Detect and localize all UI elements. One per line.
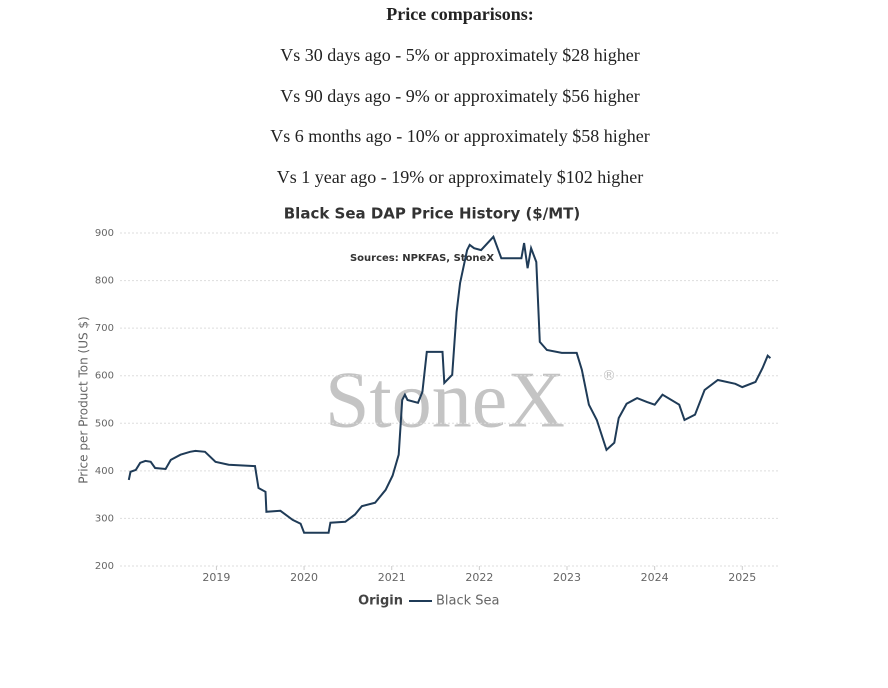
legend-label: Black Sea: [436, 594, 500, 609]
y-tick-label: 200: [95, 561, 114, 572]
y-tick-label: 400: [95, 466, 114, 477]
y-tick-label: 500: [95, 418, 114, 429]
comparison-line: Vs 1 year ago - 19% or approximately $10…: [276, 167, 644, 187]
x-tick-label: 2022: [465, 571, 493, 584]
x-tick-label: 2019: [202, 571, 230, 584]
y-tick-label: 800: [95, 276, 114, 287]
x-tick-label: 2021: [378, 571, 406, 584]
data-line: [127, 234, 772, 534]
x-tick-label: 2024: [641, 571, 669, 584]
x-tick-label: 2025: [728, 571, 756, 584]
x-tick-label: 2023: [553, 571, 581, 584]
comparison-line: Vs 6 months ago - 10% or approximately $…: [270, 126, 650, 146]
y-tick-label: 900: [95, 228, 114, 239]
comparison-line: Vs 30 days ago - 5% or approximately $28…: [280, 45, 640, 65]
y-axis-label: Price per Product Ton (US $): [77, 316, 91, 483]
legend-title: Origin: [358, 594, 403, 609]
x-tick-label: 2020: [290, 571, 318, 584]
watermark: StoneX: [325, 356, 565, 444]
comparison-line: Vs 90 days ago - 9% or approximately $56…: [280, 86, 640, 106]
y-tick-label: 300: [95, 513, 114, 524]
y-tick-label: 600: [95, 371, 114, 382]
subtitle: Sources: NPKFAS, StoneX: [350, 253, 494, 264]
header-title: Price comparisons:: [386, 4, 534, 24]
chart-title: Black Sea DAP Price History ($/MT): [284, 205, 580, 223]
y-tick-label: 700: [95, 323, 114, 334]
